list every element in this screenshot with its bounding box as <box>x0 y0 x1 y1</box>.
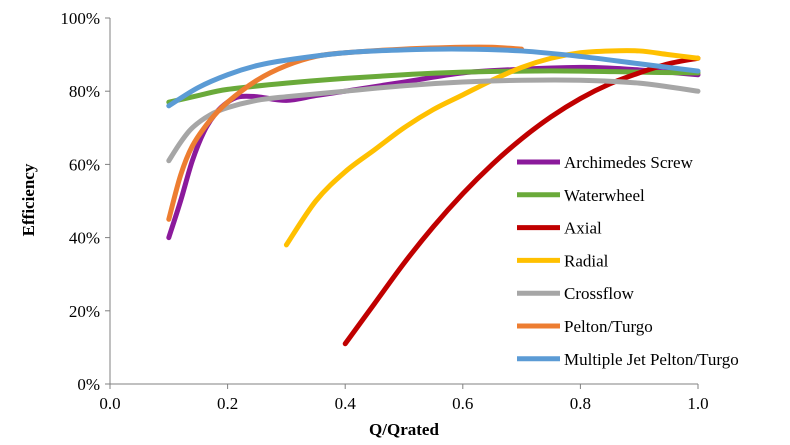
series-lines <box>166 44 701 347</box>
y-tick-label: 40% <box>69 229 100 248</box>
tick-labels: 0% 20% 40% 60% 80% 100% 0.0 0.2 0.4 0.6 0.8 1.0 <box>60 9 708 413</box>
legend-label-archimedes-screw: Archimedes Screw <box>564 153 694 172</box>
legend-label-multiple-jet-pelton-turgo: Multiple Jet Pelton/Turgo <box>564 350 739 369</box>
legend-label-axial: Axial <box>564 219 602 238</box>
legend-label-waterwheel: Waterwheel <box>564 186 645 205</box>
legend-label-crossflow: Crossflow <box>564 284 635 303</box>
series-line-axial <box>342 55 701 347</box>
legend-label-pelton-turgo: Pelton/Turgo <box>564 317 653 336</box>
x-tick-label: 0.6 <box>452 394 473 413</box>
x-tick-label: 0.0 <box>99 394 120 413</box>
y-tick-label: 0% <box>77 375 100 394</box>
y-tick-label: 80% <box>69 82 100 101</box>
x-tick-label: 0.8 <box>570 394 591 413</box>
series-line-waterwheel <box>166 68 701 105</box>
y-tick-label: 60% <box>69 155 100 174</box>
x-axis-title: Q/Qrated <box>369 420 439 439</box>
y-tick-label: 100% <box>60 9 100 28</box>
legend-label-radial: Radial <box>564 251 609 270</box>
axes <box>105 17 699 389</box>
y-axis-title: Efficiency <box>19 163 38 236</box>
legend: Archimedes Screw Waterwheel Axial Radial Cro… <box>517 153 739 369</box>
x-tick-label: 1.0 <box>687 394 708 413</box>
series-line-crossflow <box>166 77 701 164</box>
series-line-multiple-jet-pelton-turgo <box>166 46 701 109</box>
x-tick-label: 0.2 <box>217 394 238 413</box>
y-tick-label: 20% <box>69 302 100 321</box>
x-tick-label: 0.4 <box>335 394 357 413</box>
